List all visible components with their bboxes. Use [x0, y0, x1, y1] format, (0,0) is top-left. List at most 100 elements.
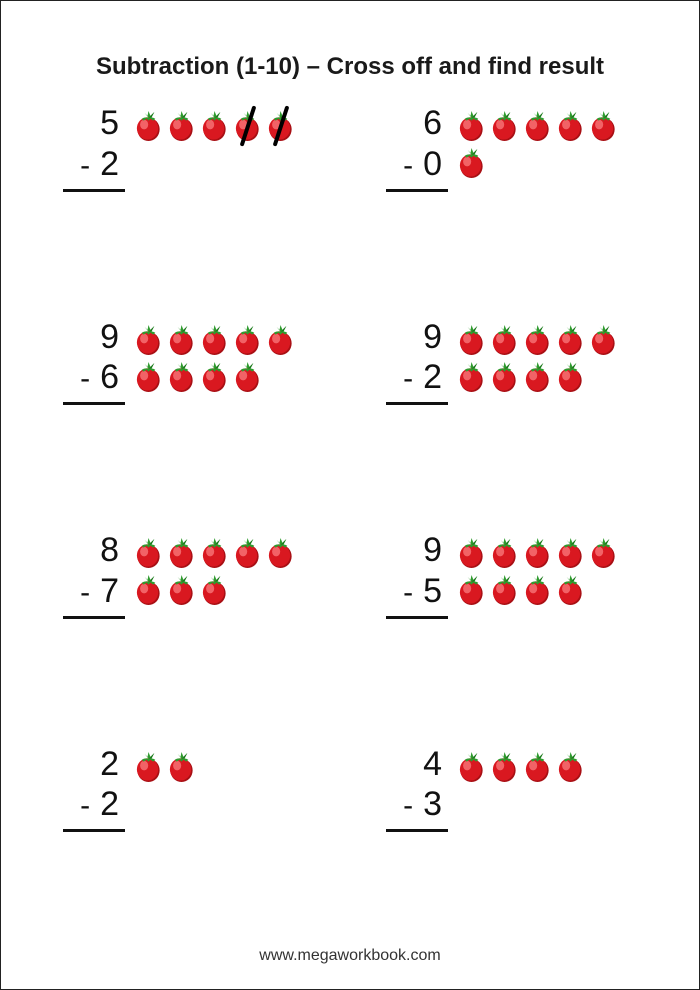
strawberry-icon [199, 536, 230, 569]
strawberry-icon [489, 323, 520, 356]
minus-sign: - [403, 575, 413, 611]
minuend: 6 [423, 103, 448, 144]
math-column: 6-0 [378, 103, 448, 192]
icon-row [456, 109, 619, 142]
problems-grid: 5-2 [35, 103, 665, 943]
strawberry-icon [232, 323, 263, 356]
subtrahend-line: -6 [80, 357, 125, 398]
subtrahend: 0 [423, 144, 442, 185]
worksheet-page: Subtraction (1-10) – Cross off and find … [0, 0, 700, 990]
strawberry-icon [133, 109, 164, 142]
subtrahend: 6 [100, 357, 119, 398]
minus-sign: - [80, 148, 90, 184]
subtrahend-line: -2 [80, 144, 125, 185]
equals-rule [386, 616, 448, 619]
strawberry-icon [456, 323, 487, 356]
subtrahend: 3 [423, 784, 442, 825]
minuend: 9 [423, 317, 448, 358]
strawberry-icon [522, 573, 553, 606]
strawberry-icon [133, 573, 164, 606]
strawberry-icon [489, 536, 520, 569]
strawberry-icon [199, 573, 230, 606]
icon-row [133, 360, 296, 393]
subtraction-problem: 9-5 [358, 530, 665, 730]
subtrahend: 2 [100, 784, 119, 825]
strawberry-icon [522, 750, 553, 783]
strawberry-icon [555, 109, 586, 142]
strawberry-icon [456, 536, 487, 569]
subtraction-problem: 9-6 [35, 317, 342, 517]
equals-rule [386, 829, 448, 832]
subtrahend-line: -2 [80, 784, 125, 825]
math-column: 2-2 [55, 744, 125, 833]
strawberry-icon [588, 536, 619, 569]
counting-icons [456, 744, 586, 783]
strawberry-icon [265, 109, 296, 142]
subtrahend: 7 [100, 571, 119, 612]
strawberry-icon [555, 323, 586, 356]
page-title: Subtraction (1-10) – Cross off and find … [35, 53, 665, 81]
icon-row [456, 360, 619, 393]
counting-icons [456, 317, 619, 393]
strawberry-icon [456, 146, 487, 179]
strawberry-icon [166, 323, 197, 356]
subtrahend: 2 [100, 144, 119, 185]
strawberry-icon [133, 536, 164, 569]
strawberry-icon [489, 573, 520, 606]
subtrahend-line: -3 [403, 784, 448, 825]
subtrahend-line: -5 [403, 571, 448, 612]
subtraction-problem: 9-2 [358, 317, 665, 517]
counting-icons [133, 103, 296, 142]
icon-row [133, 573, 296, 606]
strawberry-icon [588, 109, 619, 142]
equals-rule [63, 189, 125, 192]
equals-rule [63, 829, 125, 832]
counting-icons [456, 103, 619, 179]
strawberry-icon [166, 536, 197, 569]
strawberry-icon [588, 323, 619, 356]
counting-icons [133, 317, 296, 393]
strawberry-icon [232, 360, 263, 393]
strawberry-icon [265, 536, 296, 569]
minus-sign: - [403, 148, 413, 184]
icon-row [133, 536, 296, 569]
strawberry-icon [522, 109, 553, 142]
strawberry-icon [166, 109, 197, 142]
equals-rule [386, 189, 448, 192]
counting-icons [133, 744, 197, 783]
icon-row [456, 573, 619, 606]
subtrahend-line: -7 [80, 571, 125, 612]
strawberry-icon [199, 360, 230, 393]
subtraction-problem: 6-0 [358, 103, 665, 303]
strawberry-icon [555, 750, 586, 783]
counting-icons [456, 530, 619, 606]
icon-row [133, 323, 296, 356]
strawberry-icon [166, 750, 197, 783]
icon-row [133, 109, 296, 142]
strawberry-icon [232, 536, 263, 569]
equals-rule [63, 616, 125, 619]
minus-sign: - [80, 788, 90, 824]
subtraction-problem: 5-2 [35, 103, 342, 303]
subtrahend-line: -2 [403, 357, 448, 398]
strawberry-icon [166, 573, 197, 606]
math-column: 8-7 [55, 530, 125, 619]
strawberry-icon [456, 750, 487, 783]
strawberry-icon [265, 323, 296, 356]
strawberry-icon [489, 750, 520, 783]
subtraction-problem: 4-3 [358, 744, 665, 944]
icon-row [133, 750, 197, 783]
math-column: 9-5 [378, 530, 448, 619]
strawberry-icon [522, 323, 553, 356]
strawberry-icon [199, 109, 230, 142]
minuend: 4 [423, 744, 448, 785]
strawberry-icon [522, 536, 553, 569]
minuend: 2 [100, 744, 125, 785]
minus-sign: - [403, 361, 413, 397]
math-column: 9-6 [55, 317, 125, 406]
strawberry-icon [133, 750, 164, 783]
strawberry-icon [199, 323, 230, 356]
strawberry-icon [456, 360, 487, 393]
equals-rule [63, 402, 125, 405]
equals-rule [386, 402, 448, 405]
